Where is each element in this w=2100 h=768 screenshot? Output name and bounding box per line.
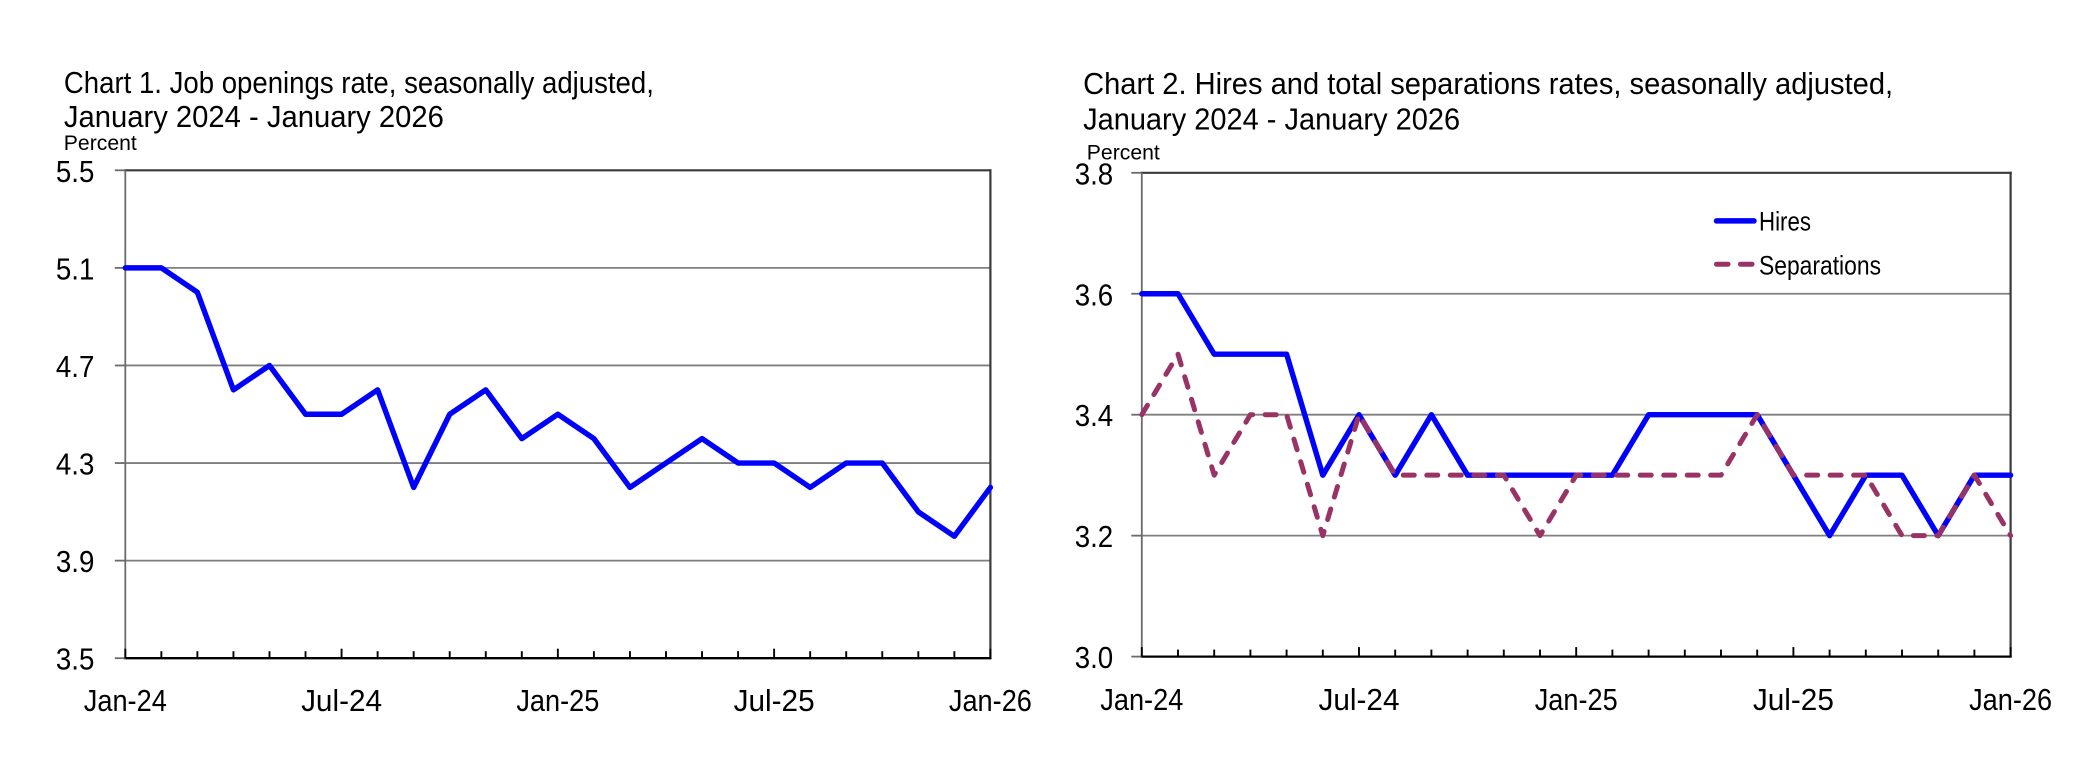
svg-text:3.0: 3.0 [1075, 640, 1114, 675]
svg-text:Chart 1. Job openings rate, se: Chart 1. Job openings rate, seasonally a… [64, 65, 654, 100]
svg-text:4.7: 4.7 [56, 349, 95, 384]
svg-text:Hires: Hires [1759, 206, 1811, 236]
svg-text:Chart 2. Hires and total separ: Chart 2. Hires and total separations rat… [1083, 66, 1893, 101]
svg-text:4.3: 4.3 [56, 447, 95, 482]
svg-text:3.8: 3.8 [1075, 156, 1114, 191]
svg-text:Jul-24: Jul-24 [301, 683, 382, 718]
svg-text:Jul-24: Jul-24 [1319, 682, 1400, 717]
svg-text:Percent: Percent [64, 131, 137, 155]
svg-text:3.9: 3.9 [56, 544, 95, 579]
svg-text:Jul-25: Jul-25 [734, 683, 815, 718]
svg-text:3.4: 3.4 [1075, 398, 1114, 433]
svg-text:Jan-24: Jan-24 [84, 683, 167, 718]
svg-text:5.5: 5.5 [56, 154, 95, 189]
svg-text:January 2024 - January 2026: January 2024 - January 2026 [64, 99, 444, 134]
svg-text:Jan-26: Jan-26 [1969, 682, 2052, 717]
svg-text:3.6: 3.6 [1075, 277, 1114, 312]
svg-text:3.5: 3.5 [56, 642, 95, 677]
svg-text:Jan-24: Jan-24 [1100, 682, 1183, 717]
svg-text:Jan-25: Jan-25 [516, 683, 599, 718]
svg-text:Jul-25: Jul-25 [1753, 682, 1834, 717]
svg-text:January 2024 - January 2026: January 2024 - January 2026 [1083, 101, 1460, 136]
svg-text:Jan-25: Jan-25 [1535, 682, 1618, 717]
svg-text:5.1: 5.1 [56, 251, 95, 286]
svg-text:Percent: Percent [1087, 140, 1160, 164]
svg-text:3.2: 3.2 [1075, 519, 1114, 554]
svg-text:Separations: Separations [1759, 251, 1881, 281]
svg-text:Jan-26: Jan-26 [949, 683, 1032, 718]
